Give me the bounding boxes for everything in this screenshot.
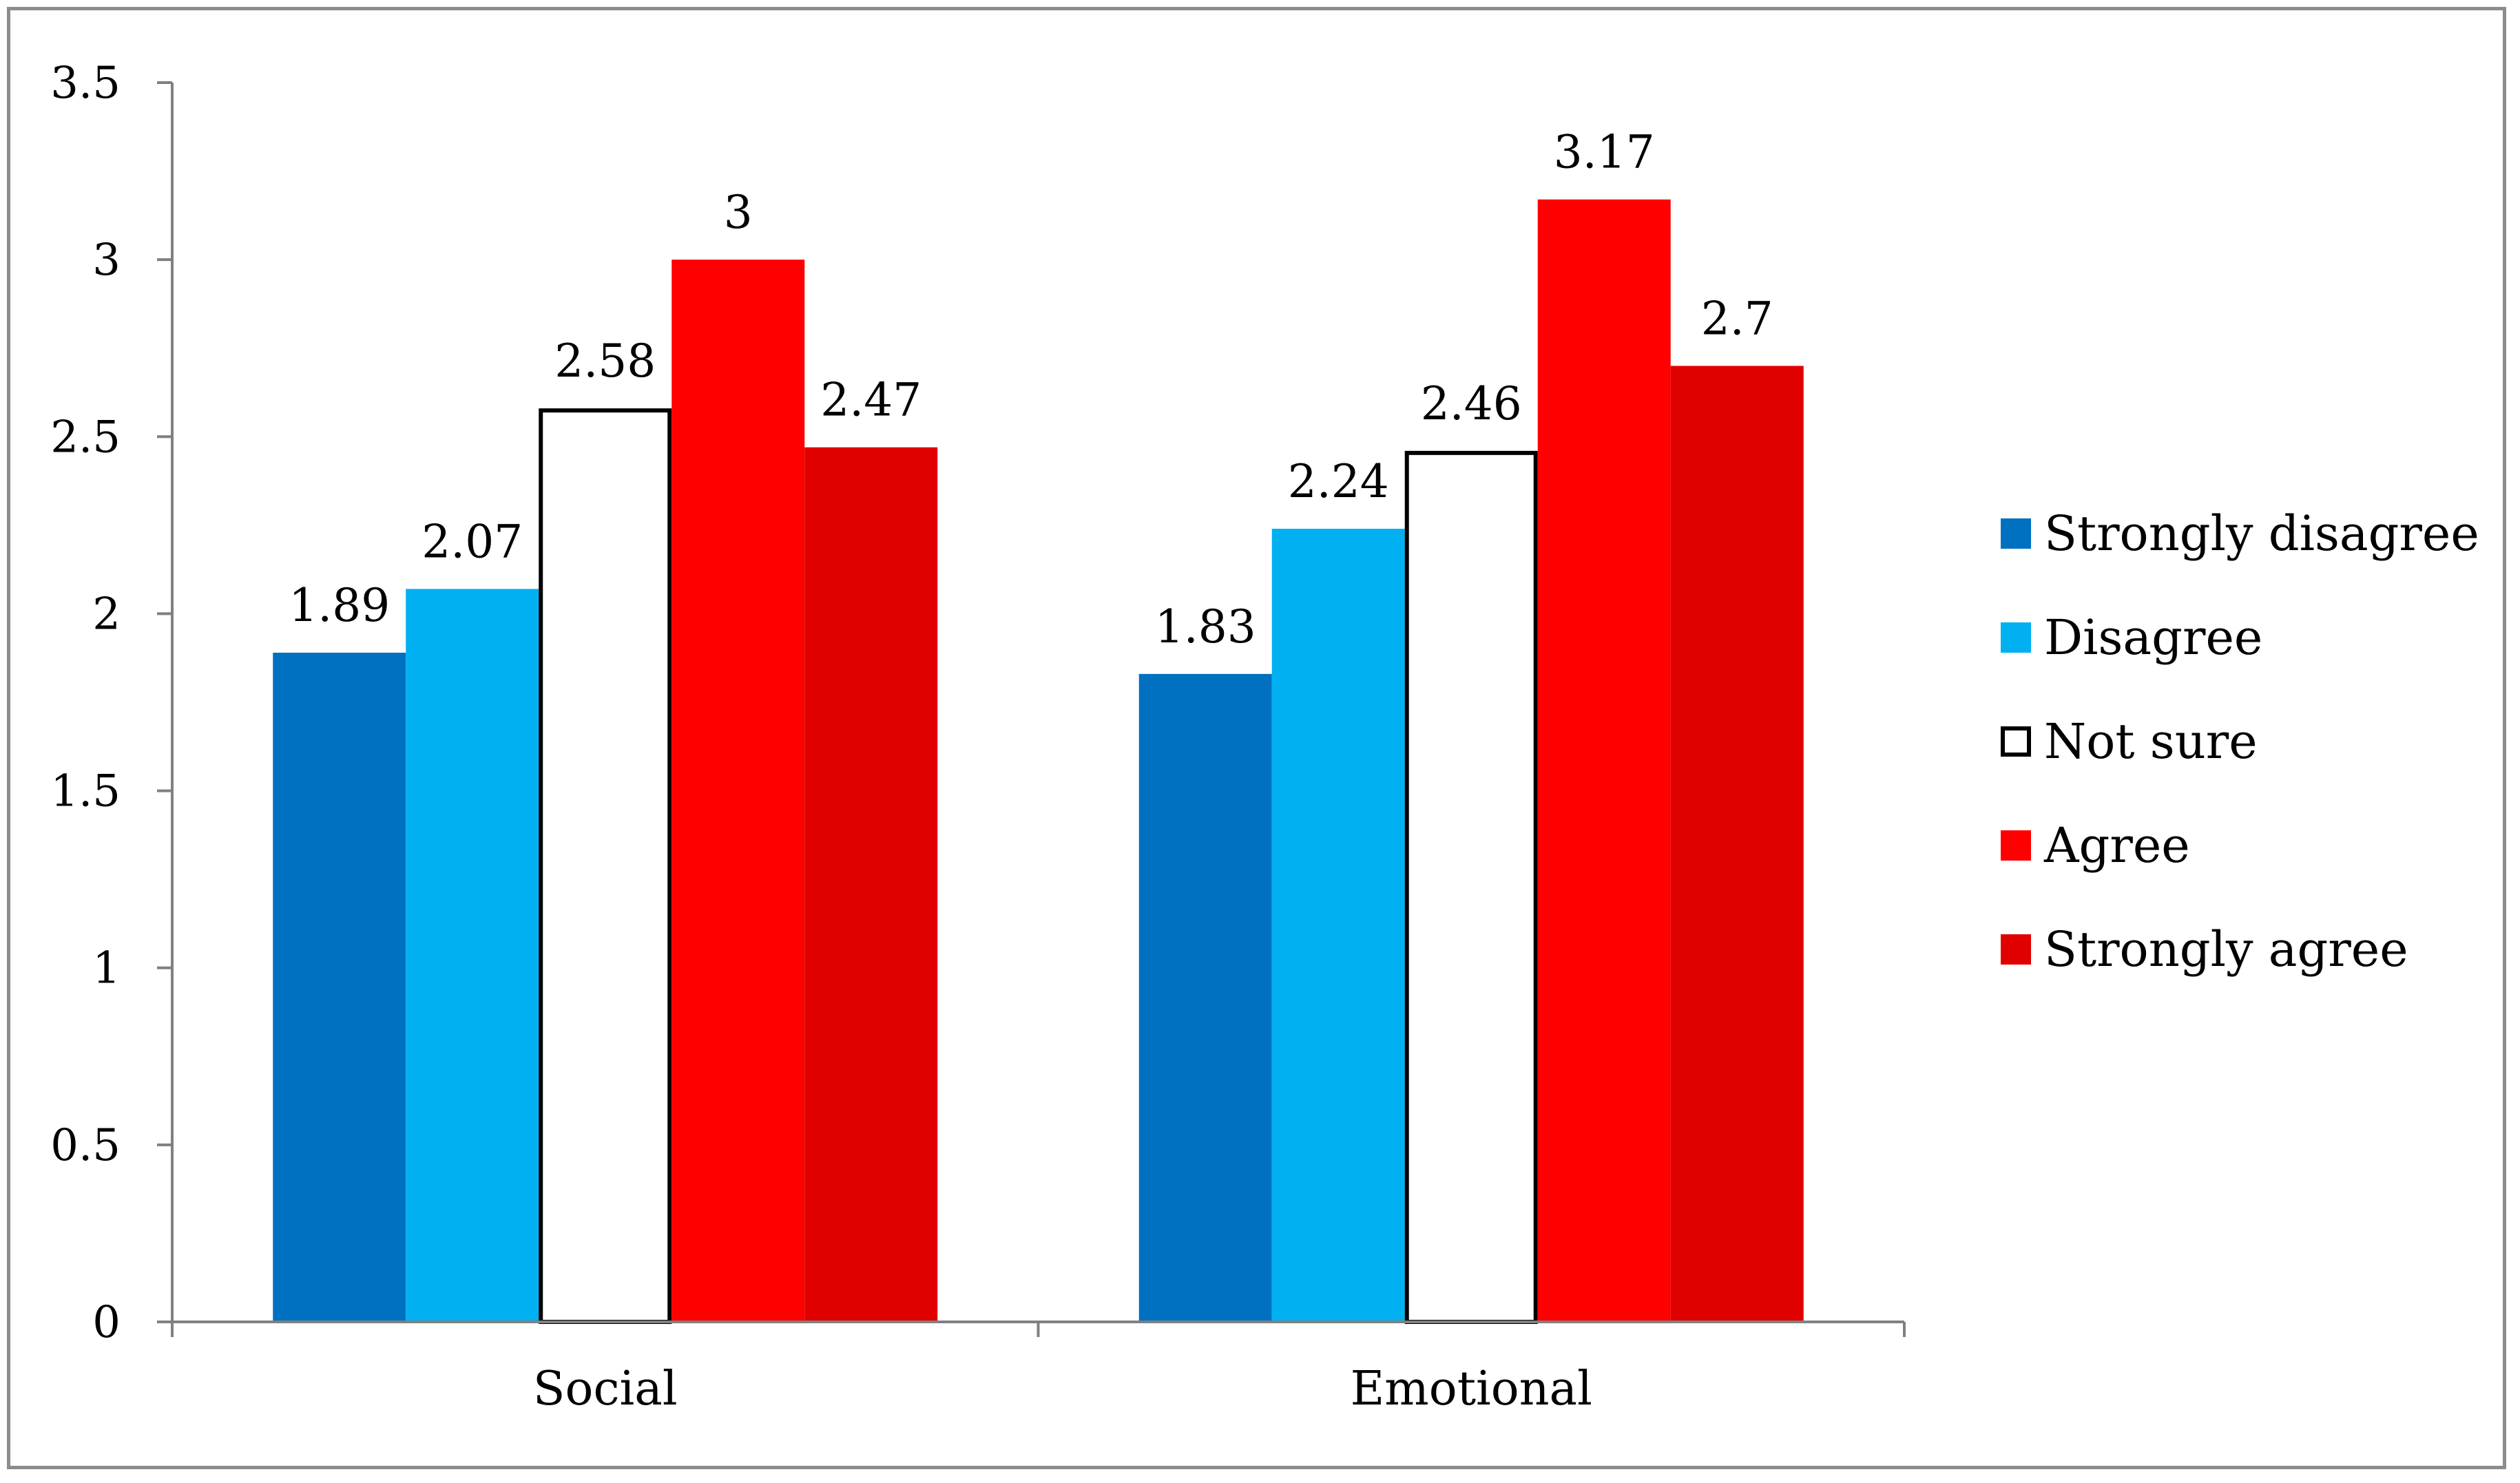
legend-swatch-disagree xyxy=(2001,622,2031,653)
data-label: 1.89 xyxy=(289,579,390,632)
y-tick-label: 0.5 xyxy=(50,1120,121,1171)
bar-social-agree xyxy=(671,260,805,1323)
legend-swatch-strongly-disagree xyxy=(2001,518,2031,549)
category-label-emotional: Emotional xyxy=(1351,1362,1592,1416)
bar-emotional-strongly-agree xyxy=(1670,366,1804,1322)
bar-emotional-agree xyxy=(1537,199,1671,1322)
labels-layer: 1.89 2.07 2.58 3 2.47 Social 1.83 2.24 2.46 3.17 2… xyxy=(50,58,1773,1416)
legend-swatch-strongly-agree xyxy=(2001,934,2031,965)
bar-emotional-not-sure xyxy=(1404,450,1538,1324)
bar-emotional-disagree xyxy=(1271,529,1405,1322)
y-tick-label: 3 xyxy=(92,235,121,286)
y-tick-label: 2 xyxy=(92,589,121,640)
data-label: 2.24 xyxy=(1288,455,1389,508)
data-label: 2.07 xyxy=(421,515,523,568)
axes-layer xyxy=(157,81,1906,1337)
y-tick-label: 3.5 xyxy=(50,58,121,109)
legend: Strongly disagree Disagree Not sure Agree St… xyxy=(2001,505,2479,978)
legend-label: Strongly agree xyxy=(2044,921,2408,978)
y-tick-label: 1.5 xyxy=(50,766,121,817)
bar-social-disagree xyxy=(406,589,539,1322)
data-label: 3 xyxy=(724,186,753,239)
data-label: 2.58 xyxy=(554,335,656,388)
bar-social-strongly-agree xyxy=(804,447,938,1322)
y-tick-label: 2.5 xyxy=(50,412,121,463)
data-label: 2.46 xyxy=(1421,377,1522,430)
data-label: 2.47 xyxy=(820,374,921,427)
bar-social-strongly-disagree xyxy=(273,653,406,1322)
legend-swatch-not-sure xyxy=(2001,726,2031,757)
bar-emotional-strongly-disagree xyxy=(1138,673,1272,1322)
category-label-social: Social xyxy=(533,1362,678,1416)
legend-label: Not sure xyxy=(2044,713,2258,770)
legend-label: Strongly disagree xyxy=(2044,505,2479,562)
y-tick-label: 0 xyxy=(92,1297,121,1348)
legend-label: Disagree xyxy=(2044,609,2262,666)
data-label: 1.83 xyxy=(1155,600,1256,653)
y-tick-label: 1 xyxy=(92,943,121,994)
bars-layer xyxy=(273,199,1804,1325)
data-label: 2.7 xyxy=(1701,292,1773,345)
legend-swatch-agree xyxy=(2001,830,2031,861)
data-label: 3.17 xyxy=(1554,126,1655,179)
legend-label: Agree xyxy=(2043,817,2190,874)
bar-social-not-sure xyxy=(539,408,672,1325)
